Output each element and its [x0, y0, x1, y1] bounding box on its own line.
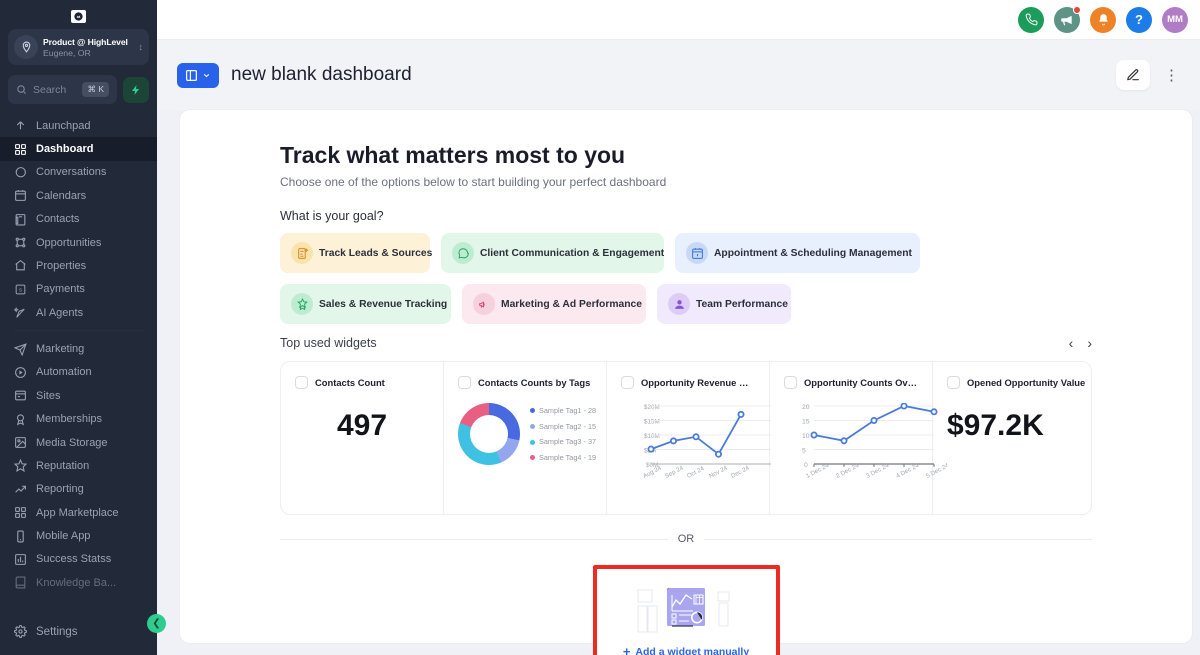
svg-text:10: 10 — [802, 433, 810, 440]
svg-text:$10M: $10M — [644, 433, 660, 440]
svg-text:Sep 24: Sep 24 — [664, 464, 685, 480]
svg-text:0: 0 — [804, 462, 808, 469]
svg-text:5: 5 — [802, 448, 806, 455]
svg-text:20: 20 — [802, 404, 810, 411]
svg-text:15: 15 — [802, 419, 810, 426]
svg-text:Dec 24: Dec 24 — [730, 464, 751, 480]
svg-text:S: S — [19, 287, 23, 293]
svg-text:Nov 24: Nov 24 — [708, 464, 729, 480]
svg-text:$20M: $20M — [644, 404, 660, 411]
svg-text:$15M: $15M — [644, 419, 660, 426]
svg-text:Oct 24: Oct 24 — [686, 465, 706, 480]
